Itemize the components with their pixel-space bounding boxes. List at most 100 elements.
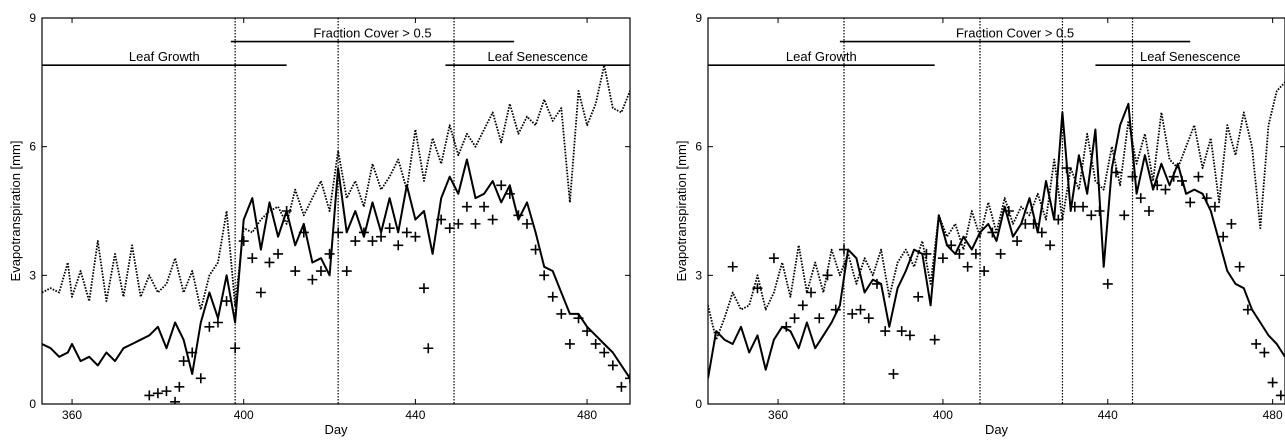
observed-point [921,248,932,259]
observed-point [255,287,266,298]
observed-point [504,188,515,199]
observed-point [789,313,800,324]
observed-point [1218,231,1229,242]
observed-point [423,343,434,354]
observed-point [1259,347,1270,358]
observed-point [1053,214,1064,225]
observed-point [599,347,610,358]
observed-point [946,240,957,251]
x-axis-label: Day [324,422,348,437]
observed-point [1234,261,1245,272]
observed-point [625,373,630,384]
phase-label: Leaf Senescence [1140,49,1240,64]
observed-point [513,210,524,221]
observed-point [573,313,584,324]
observed-point [290,266,301,277]
x-tick-label: 440 [1098,408,1118,422]
observed-point [333,227,344,238]
plot-frame [41,17,631,405]
observed-point [1209,201,1220,212]
observed-point [1135,193,1146,204]
observed-point [1045,240,1056,251]
observed-point [962,261,973,272]
observed-point [616,381,627,392]
observed-point [298,227,309,238]
observed-point [521,218,532,229]
observed-point [839,244,850,255]
observed-point [315,266,326,277]
observed-point [814,313,825,324]
observed-point [1078,201,1089,212]
observed-point [401,227,412,238]
observed-point [1160,184,1171,195]
plot-area: Leaf Growth Fraction Cover > 0.5 Leaf Sene… [708,18,1285,404]
observed-point [954,248,965,259]
phase-label: Leaf Senescence [487,49,587,64]
series-line-dotted [42,64,630,311]
observed-point [970,248,981,259]
y-tick-label: 0 [695,397,702,411]
observed-point [582,326,593,337]
observed-point [1036,227,1047,238]
observed-point [806,287,817,298]
observed-point [384,223,395,234]
chart-panel-right: 360 400 440 480 0 3 6 9 Day Evapotranspiration [m… [674,11,1285,437]
observed-point [768,253,779,264]
observed-point [470,218,481,229]
observed-point [152,388,163,399]
observed-point [1242,304,1253,315]
observed-point [590,338,601,349]
observed-point [1168,171,1179,182]
observed-point [393,240,404,251]
phase-label: Fraction Cover > 0.5 [956,26,1074,41]
observed-point [281,206,292,216]
observed-point [1127,171,1138,182]
y-tick-label: 6 [695,140,702,154]
observed-point [1251,338,1262,349]
observed-point [161,386,172,397]
observed-point [264,257,275,268]
observed-point [564,338,575,349]
observed-point [212,317,223,328]
observed-point [195,373,206,384]
observed-point [1012,236,1023,247]
observed-point [461,201,472,212]
observed-point [1267,377,1278,388]
x-tick-label: 480 [577,408,597,422]
observed-point [496,180,507,191]
y-tick-label: 3 [695,268,702,282]
x-tick-label: 400 [933,408,953,422]
x-tick-label: 360 [768,408,788,422]
y-tick-label: 0 [29,397,36,411]
observed-point [247,253,258,264]
observed-point [547,291,558,302]
observed-point [539,270,550,281]
observed-point [1003,206,1014,216]
observed-point [979,266,990,277]
observed-point [350,236,361,247]
observed-point [1275,390,1285,401]
series-line-solid [42,158,630,379]
observed-point [174,381,185,392]
x-tick-label: 440 [405,408,425,422]
y-tick-label: 3 [29,268,36,282]
observed-point [1094,206,1105,216]
observed-point [1111,167,1122,178]
observed-point [880,326,891,337]
observed-point [376,231,387,242]
observed-point [830,304,841,315]
observed-point [418,283,429,294]
observed-point [444,223,455,234]
x-tick-label: 400 [234,408,254,422]
observed-point [487,214,498,225]
observed-point [1201,193,1212,204]
phase-label: Leaf Growth [129,49,200,64]
observed-point [797,300,808,311]
observed-point [307,274,318,285]
chart-panel-left: 360 400 440 480 0 3 6 9 Day Evapotranspiration [m… [8,11,631,437]
observed-point [1061,163,1072,174]
observed-point [367,236,378,247]
observed-point [913,291,924,302]
observed-point [863,313,874,324]
